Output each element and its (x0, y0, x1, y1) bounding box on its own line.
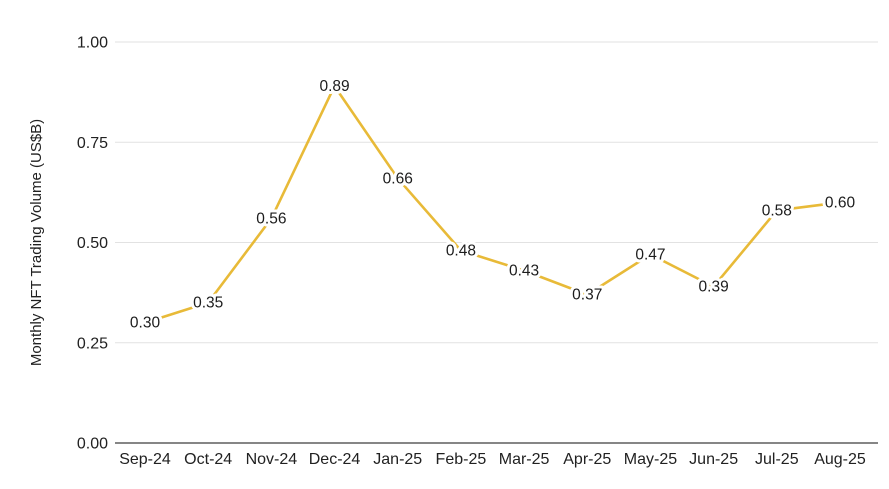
data-point-label: 0.37 (572, 287, 602, 304)
y-axis-tick-label: 0.75 (77, 135, 108, 152)
data-point-label: 0.43 (509, 263, 539, 280)
x-axis-tick-label: Sep-24 (119, 451, 171, 468)
data-point-label: 0.66 (383, 170, 413, 187)
x-axis-tick-label: May-25 (624, 451, 677, 468)
series-line (143, 84, 842, 325)
y-axis-tick-label: 1.00 (77, 35, 108, 52)
x-axis-tick-label: Oct-24 (184, 451, 232, 468)
x-axis-tick-label: Apr-25 (563, 451, 611, 468)
data-point-label: 0.56 (256, 210, 286, 227)
data-point-label: 0.35 (193, 295, 223, 312)
data-point-label: 0.89 (319, 78, 349, 95)
data-point-label: 0.47 (635, 247, 665, 264)
data-point-label: 0.58 (762, 202, 792, 219)
data-point-label: 0.60 (825, 194, 856, 211)
x-axis-tick-label: Dec-24 (309, 451, 361, 468)
x-axis-tick-label: Jul-25 (755, 451, 799, 468)
x-axis-tick-label: Feb-25 (436, 451, 487, 468)
y-axis-tick-label: 0.50 (77, 235, 108, 252)
data-point-label: 0.39 (699, 279, 729, 296)
y-axis-tick-label: 0.00 (77, 436, 108, 453)
y-axis-title: Monthly NFT Trading Volume (US$B) (28, 119, 45, 366)
x-axis-tick-label: Aug-25 (814, 451, 866, 468)
x-axis-tick-label: Jun-25 (689, 451, 738, 468)
x-axis-tick-label: Mar-25 (499, 451, 550, 468)
data-point-label: 0.48 (446, 243, 476, 260)
x-axis-tick-label: Jan-25 (373, 451, 422, 468)
data-point-label: 0.30 (130, 315, 161, 332)
y-axis-tick-label: 0.25 (77, 335, 108, 352)
x-axis-tick-label: Nov-24 (246, 451, 298, 468)
